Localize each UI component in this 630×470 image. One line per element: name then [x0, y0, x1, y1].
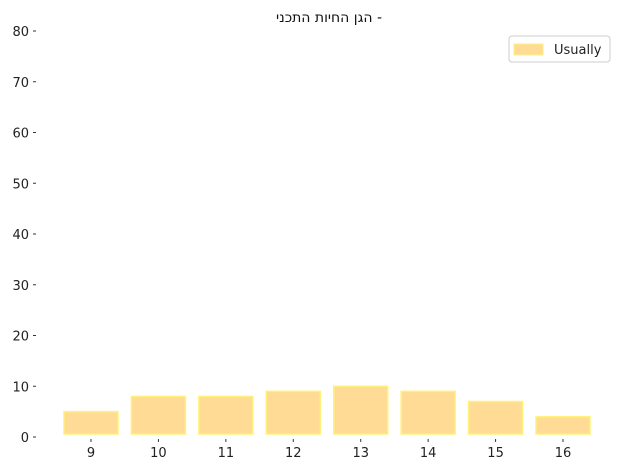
x-tick-label: 12: [285, 446, 302, 461]
chart-title: הגן החיות התכני -: [276, 10, 382, 26]
bar-14: [400, 390, 456, 435]
x-tick-label: 15: [487, 446, 504, 461]
bar-13: [332, 385, 389, 435]
legend-label: Usually: [554, 43, 602, 58]
y-tick-label: 60: [12, 127, 29, 142]
bar-16: [535, 415, 591, 435]
y-tick-label: 30: [12, 279, 29, 294]
y-axis: 0 10 20 30 40 50 60 70 80: [12, 25, 36, 446]
x-tick-label: 13: [352, 446, 369, 461]
x-tick-label: 11: [218, 446, 235, 461]
y-tick-label: 40: [12, 228, 29, 243]
legend-swatch: [513, 43, 544, 56]
bar-series: [63, 385, 591, 435]
x-axis: 9 10 11 12 13 14 15 16: [87, 439, 571, 461]
bar-10: [130, 395, 187, 435]
y-tick-label: 80: [12, 25, 29, 40]
y-tick-label: 50: [12, 177, 29, 192]
bar-11: [198, 395, 254, 435]
x-tick-label: 10: [150, 446, 167, 461]
y-tick-label: 20: [12, 330, 29, 345]
bar-12: [265, 390, 322, 435]
x-tick-label: 14: [420, 446, 437, 461]
y-tick-label: 70: [12, 76, 29, 91]
bar-15: [467, 400, 524, 435]
x-tick-label: 16: [555, 446, 572, 461]
bar-9: [63, 410, 119, 435]
y-tick-label: 0: [21, 431, 29, 446]
x-tick-label: 9: [87, 446, 95, 461]
y-tick-label: 10: [12, 380, 29, 395]
legend: Usually: [508, 35, 611, 63]
